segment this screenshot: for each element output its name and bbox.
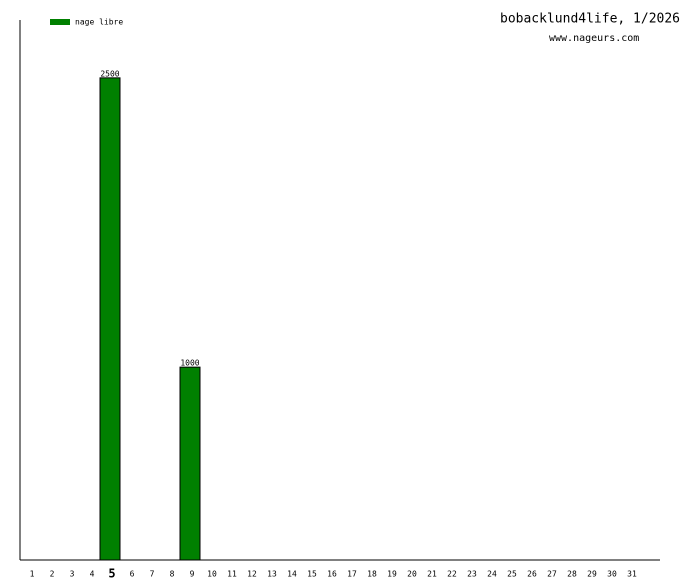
x-tick-label: 5 (108, 567, 115, 580)
x-tick-label: 3 (70, 570, 75, 579)
x-tick-label: 28 (567, 570, 577, 579)
x-tick-label: 6 (130, 570, 135, 579)
x-tick-label: 19 (387, 570, 397, 579)
x-tick-label: 20 (407, 570, 417, 579)
x-tick-label: 24 (487, 570, 497, 579)
x-tick-label: 23 (467, 570, 477, 579)
chart-title: bobacklund4life, 1/2026 (500, 12, 680, 27)
x-tick-label: 26 (527, 570, 537, 579)
x-tick-label: 13 (267, 570, 277, 579)
legend-swatch (50, 19, 70, 25)
x-tick-label: 15 (307, 570, 317, 579)
bar (99, 77, 121, 561)
x-tick-label: 12 (247, 570, 257, 579)
x-tick-label: 17 (347, 570, 357, 579)
x-tick-label: 8 (170, 570, 175, 579)
data-label: 2500 (100, 69, 119, 78)
x-tick-label: 2 (50, 570, 55, 579)
x-tick-label: 27 (547, 570, 557, 579)
x-tick-label: 29 (587, 570, 597, 579)
x-tick-label: 30 (607, 570, 617, 579)
x-tick-label: 22 (447, 570, 457, 579)
x-tick-label: 31 (627, 570, 637, 579)
x-tick-label: 14 (287, 570, 297, 579)
x-tick-label: 11 (227, 570, 237, 579)
x-tick-label: 16 (327, 570, 337, 579)
x-tick-label: 4 (90, 570, 95, 579)
bar (179, 366, 201, 561)
x-tick-label: 21 (427, 570, 437, 579)
x-tick-label: 1 (30, 570, 35, 579)
x-tick-label: 25 (507, 570, 517, 579)
legend-label: nage libre (75, 18, 123, 27)
x-tick-label: 10 (207, 570, 217, 579)
x-tick-label: 9 (190, 570, 195, 579)
x-tick-label: 7 (150, 570, 155, 579)
chart-subtitle: www.nageurs.com (549, 33, 639, 44)
x-tick-label: 18 (367, 570, 377, 579)
data-label: 1000 (180, 359, 199, 368)
